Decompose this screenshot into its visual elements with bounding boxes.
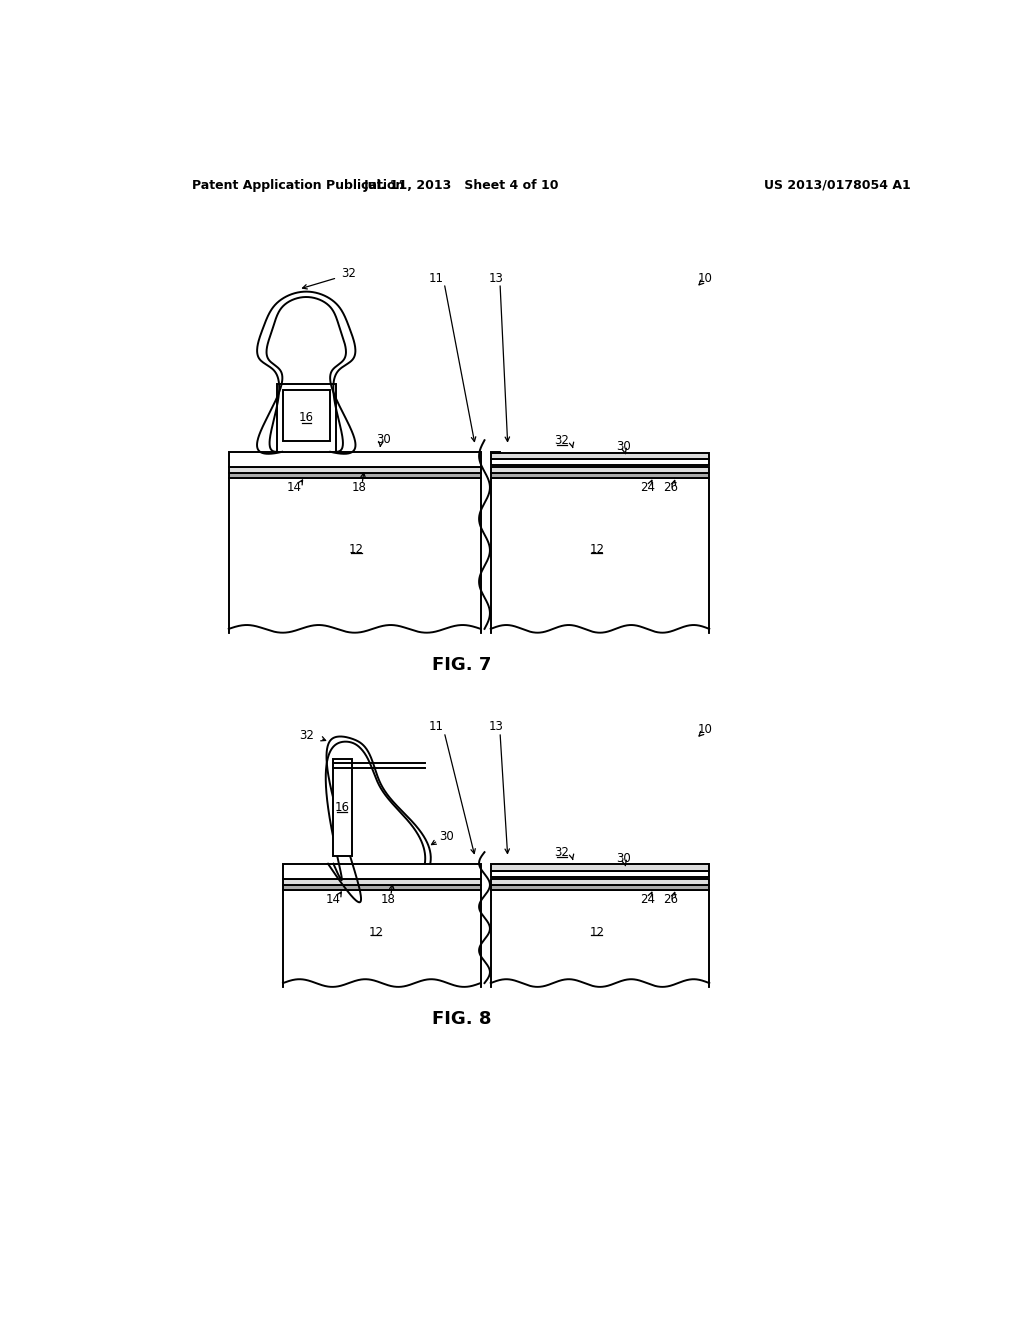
Text: 11: 11: [429, 272, 444, 285]
Text: 26: 26: [663, 482, 678, 495]
Text: 14: 14: [287, 482, 302, 495]
Text: 30: 30: [377, 433, 391, 446]
Text: US 2013/0178054 A1: US 2013/0178054 A1: [764, 178, 910, 191]
Text: 30: 30: [439, 830, 455, 843]
Text: 12: 12: [369, 925, 384, 939]
Bar: [490, 473, 710, 478]
Bar: [490, 459, 710, 465]
Text: 10: 10: [698, 723, 713, 737]
Text: 32: 32: [555, 434, 569, 446]
Text: FIG. 7: FIG. 7: [431, 656, 490, 675]
Bar: [283, 890, 480, 990]
Text: 26: 26: [663, 894, 678, 907]
Bar: [490, 884, 710, 890]
Text: 18: 18: [380, 894, 395, 907]
Bar: [490, 478, 710, 636]
Text: 30: 30: [616, 851, 632, 865]
Text: 11: 11: [429, 721, 444, 733]
Text: 32: 32: [555, 846, 569, 859]
Text: 13: 13: [488, 721, 504, 733]
Text: Jul. 11, 2013   Sheet 4 of 10: Jul. 11, 2013 Sheet 4 of 10: [364, 178, 559, 191]
Bar: [490, 879, 710, 884]
Text: 13: 13: [488, 272, 504, 285]
Bar: [283, 863, 480, 879]
Text: 24: 24: [640, 894, 654, 907]
Text: 30: 30: [616, 440, 632, 453]
Text: 24: 24: [640, 482, 654, 495]
Text: 16: 16: [335, 801, 349, 814]
Text: 10: 10: [698, 272, 713, 285]
Text: 32: 32: [341, 268, 356, 280]
Text: 16: 16: [299, 412, 313, 425]
Bar: [228, 473, 480, 478]
Bar: [333, 759, 352, 857]
Bar: [283, 391, 330, 441]
Bar: [490, 865, 710, 871]
Bar: [490, 467, 710, 473]
Text: 12: 12: [349, 543, 365, 556]
Bar: [490, 453, 710, 459]
Bar: [228, 467, 480, 473]
Bar: [228, 478, 480, 636]
Text: 32: 32: [299, 730, 314, 742]
Text: 12: 12: [590, 925, 604, 939]
Text: 18: 18: [351, 482, 367, 495]
Bar: [283, 884, 480, 890]
Text: 12: 12: [590, 543, 604, 556]
Bar: [490, 871, 710, 876]
Bar: [283, 879, 480, 884]
Bar: [276, 384, 336, 451]
Text: FIG. 8: FIG. 8: [431, 1010, 490, 1028]
Bar: [490, 890, 710, 990]
Bar: [228, 451, 480, 467]
Text: Patent Application Publication: Patent Application Publication: [191, 178, 403, 191]
Text: 14: 14: [326, 894, 341, 907]
